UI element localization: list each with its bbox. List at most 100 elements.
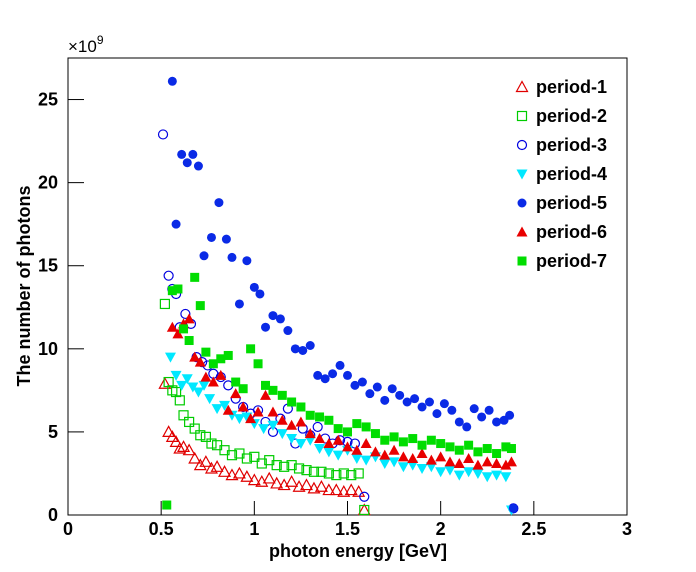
data-point: [204, 461, 218, 474]
data-point: [370, 429, 380, 439]
data-point: [444, 465, 456, 476]
data-point: [351, 444, 363, 455]
data-point: [469, 404, 479, 414]
data-point: [208, 359, 218, 369]
legend-marker: [516, 139, 528, 151]
data-point: [323, 438, 335, 449]
data-point: [167, 76, 177, 86]
y-tick-label: 5: [48, 422, 58, 442]
legend-label: period-7: [536, 251, 607, 271]
data-point: [164, 352, 176, 363]
data-point: [397, 451, 409, 462]
data-point: [285, 475, 299, 487]
data-point: [301, 465, 312, 476]
data-point: [360, 455, 372, 466]
data-point: [332, 434, 344, 445]
data-point: [245, 413, 257, 424]
data-point: [221, 234, 231, 244]
data-point: [172, 328, 184, 339]
data-point: [351, 453, 363, 464]
data-point: [275, 314, 285, 324]
data-point: [343, 427, 352, 437]
data-point: [177, 149, 187, 159]
data-point: [328, 369, 338, 379]
data-point: [435, 451, 447, 462]
data-point: [416, 448, 428, 459]
data-point: [379, 458, 391, 469]
data-point: [424, 397, 434, 407]
data-point: [267, 406, 279, 417]
data-point: [193, 161, 203, 171]
data-point: [237, 401, 249, 412]
data-point: [481, 456, 493, 467]
data-point: [505, 456, 517, 467]
x-tick-label: 2: [436, 519, 446, 539]
data-point: [350, 380, 360, 390]
y-tick-label: 15: [38, 256, 58, 276]
data-point: [261, 322, 271, 332]
data-point: [262, 471, 276, 484]
data-point: [308, 466, 320, 477]
data-point: [484, 405, 494, 415]
data-point: [268, 311, 278, 321]
data-point: [226, 450, 238, 461]
data-point: [338, 468, 349, 479]
data-point: [388, 457, 400, 468]
data-point: [492, 417, 502, 427]
data-point: [199, 455, 213, 467]
data-point: [249, 451, 260, 462]
data-point: [387, 384, 397, 394]
data-point: [314, 433, 326, 444]
data-point: [304, 428, 316, 439]
data-point: [380, 435, 390, 445]
data-point: [307, 481, 321, 494]
data-point: [352, 419, 362, 429]
data-point: [283, 326, 293, 336]
data-point: [342, 441, 353, 452]
legend-label: period-5: [536, 193, 607, 213]
data-point: [198, 380, 210, 391]
data-point: [320, 374, 330, 384]
data-point: [506, 444, 516, 454]
data-point: [425, 454, 437, 465]
data-point: [158, 376, 172, 389]
data-point: [219, 400, 231, 411]
data-point: [207, 376, 219, 387]
data-point: [323, 468, 334, 479]
data-point: [389, 432, 399, 442]
data-point: [331, 470, 342, 481]
data-point: [508, 503, 518, 513]
data-point: [292, 480, 306, 492]
data-point: [174, 395, 185, 406]
data-point: [230, 388, 242, 399]
data-point: [454, 445, 464, 455]
data-point: [256, 458, 267, 469]
data-point: [332, 450, 344, 461]
legend-marker: [517, 198, 527, 208]
data-point: [286, 460, 297, 471]
data-point: [190, 272, 200, 282]
data-point: [323, 447, 335, 458]
data-point: [439, 399, 449, 409]
data-point: [337, 484, 351, 497]
data-point: [261, 380, 271, 390]
data-point: [477, 412, 487, 422]
data-point: [304, 435, 316, 446]
data-point: [166, 321, 178, 332]
data-point: [365, 389, 375, 399]
data-point: [216, 354, 226, 364]
legend-label: period-1: [536, 77, 607, 97]
data-point: [268, 385, 278, 395]
data-point: [481, 472, 493, 483]
data-point: [233, 414, 245, 425]
data-point: [238, 384, 248, 394]
data-point: [188, 451, 202, 464]
data-point: [277, 390, 287, 400]
y-axis-title: The number of photons: [14, 186, 34, 387]
x-tick-label: 1.5: [335, 519, 360, 539]
data-point: [171, 219, 181, 229]
data-point: [214, 198, 224, 208]
data-point: [204, 394, 216, 405]
data-point: [255, 289, 265, 299]
